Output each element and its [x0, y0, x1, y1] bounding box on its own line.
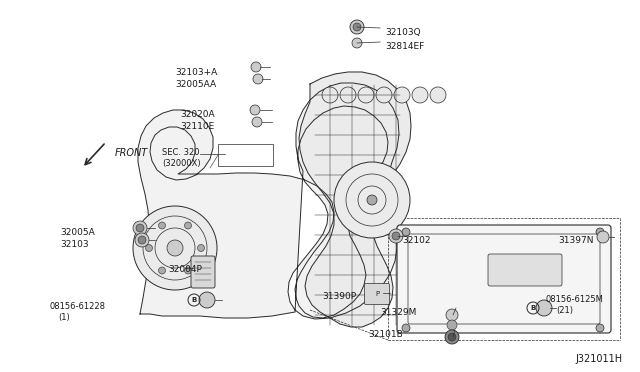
Text: 32814EF: 32814EF [385, 42, 424, 51]
Text: 32103Q: 32103Q [385, 28, 420, 37]
Circle shape [184, 267, 191, 274]
Circle shape [184, 222, 191, 229]
Circle shape [446, 309, 458, 321]
Circle shape [252, 117, 262, 127]
Circle shape [322, 87, 338, 103]
Text: 08156-6125M: 08156-6125M [545, 295, 603, 304]
Text: 32102: 32102 [402, 236, 431, 245]
Text: 08156-61228: 08156-61228 [50, 302, 106, 311]
Text: 32004P: 32004P [168, 265, 202, 274]
Text: J321011H: J321011H [575, 354, 622, 364]
FancyBboxPatch shape [488, 254, 562, 286]
Circle shape [138, 236, 146, 244]
Circle shape [136, 224, 144, 232]
Circle shape [159, 267, 166, 274]
Polygon shape [138, 83, 399, 319]
Circle shape [389, 229, 403, 243]
Text: 31390P: 31390P [322, 292, 356, 301]
Text: (21): (21) [556, 306, 573, 315]
Circle shape [159, 222, 166, 229]
Text: (1): (1) [58, 313, 70, 322]
Circle shape [145, 244, 152, 251]
Text: 32005A: 32005A [60, 228, 95, 237]
Circle shape [253, 74, 263, 84]
Circle shape [412, 87, 428, 103]
Circle shape [353, 23, 361, 31]
Circle shape [251, 62, 261, 72]
Circle shape [199, 292, 215, 308]
FancyBboxPatch shape [365, 283, 390, 305]
Circle shape [133, 221, 147, 235]
Text: B: B [191, 297, 196, 303]
Text: 31329M: 31329M [380, 308, 417, 317]
Circle shape [334, 162, 410, 238]
Circle shape [596, 324, 604, 332]
Circle shape [430, 87, 446, 103]
Circle shape [447, 320, 457, 330]
Circle shape [133, 206, 217, 290]
Text: 32110E: 32110E [180, 122, 214, 131]
Circle shape [358, 87, 374, 103]
Text: 32103: 32103 [60, 240, 88, 249]
Text: 32005AA: 32005AA [175, 80, 216, 89]
Text: B: B [531, 305, 536, 311]
Circle shape [350, 20, 364, 34]
Text: 32103+A: 32103+A [175, 68, 217, 77]
Text: 31397N: 31397N [558, 236, 593, 245]
Circle shape [352, 38, 362, 48]
Circle shape [135, 233, 149, 247]
FancyBboxPatch shape [397, 225, 611, 333]
Circle shape [597, 231, 609, 243]
Circle shape [198, 244, 205, 251]
Circle shape [250, 105, 260, 115]
Circle shape [394, 87, 410, 103]
Polygon shape [299, 72, 411, 327]
Text: 32020A: 32020A [180, 110, 214, 119]
FancyBboxPatch shape [191, 256, 215, 288]
Text: 32101B: 32101B [368, 330, 403, 339]
Bar [218, 144, 273, 166]
Text: (32000X): (32000X) [162, 159, 200, 168]
Circle shape [402, 324, 410, 332]
Circle shape [448, 333, 456, 341]
Circle shape [340, 87, 356, 103]
Circle shape [596, 228, 604, 236]
Circle shape [536, 300, 552, 316]
Text: FRONT: FRONT [115, 148, 148, 158]
Circle shape [392, 232, 400, 240]
Circle shape [367, 195, 377, 205]
Text: SEC. 320: SEC. 320 [162, 148, 200, 157]
Text: P: P [375, 291, 379, 297]
Circle shape [402, 228, 410, 236]
Circle shape [445, 330, 459, 344]
Circle shape [167, 240, 183, 256]
Circle shape [376, 87, 392, 103]
